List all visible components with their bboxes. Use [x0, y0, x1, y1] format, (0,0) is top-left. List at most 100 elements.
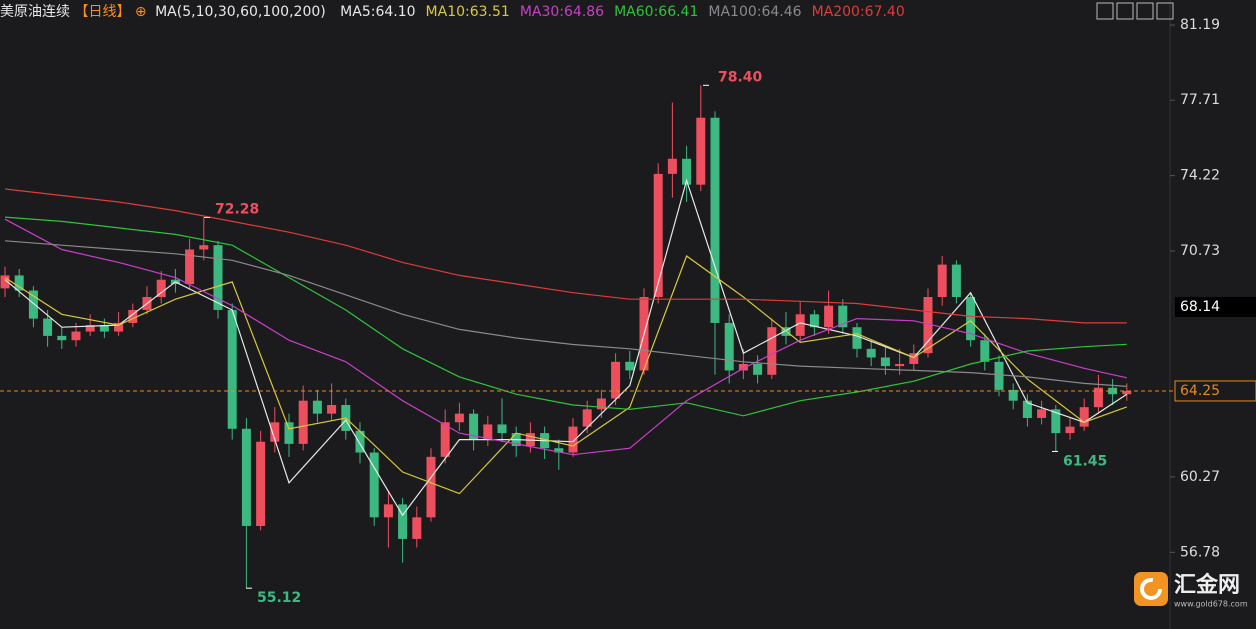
candle-body [1108, 387, 1118, 395]
y-tick-label: 77.71 [1180, 92, 1220, 108]
ma-line [4, 188, 1127, 324]
candle-body [696, 117, 706, 185]
candle-body [28, 290, 38, 319]
candle-body [469, 413, 479, 440]
candle-body [71, 331, 81, 341]
candle-body [327, 405, 337, 414]
period: 【日线】 [74, 4, 130, 20]
candle-body [1093, 387, 1103, 408]
extreme-label: 72.28 [215, 202, 259, 218]
candle-body [1079, 407, 1089, 427]
candle-body [426, 456, 436, 518]
candle-body [369, 452, 379, 518]
candle-body [838, 305, 848, 328]
candle-body [1037, 409, 1047, 418]
last-price-box [1174, 380, 1256, 402]
y-tick-label: 60.27 [1180, 469, 1220, 485]
candle-body [128, 309, 138, 323]
candle-body [596, 398, 606, 410]
logo-name: 汇金网 [1174, 572, 1240, 598]
candle-body [227, 309, 237, 429]
candle-body [312, 400, 322, 414]
candle-body [895, 363, 905, 367]
candle-body [994, 361, 1004, 390]
marker-price-label: 68.14 [1180, 299, 1220, 315]
candle-body [738, 363, 748, 371]
y-tick-label: 74.22 [1180, 168, 1220, 184]
legend-entry: MA5:64.10 [340, 4, 415, 20]
candle-body [199, 245, 209, 250]
extreme-label: 61.45 [1063, 453, 1107, 469]
ma-line [4, 240, 1127, 387]
candle-body [653, 173, 663, 298]
candle-body [937, 264, 947, 298]
candle-body [0, 275, 10, 289]
candle-body [966, 297, 976, 341]
candle-body [241, 428, 251, 526]
marker-price-box [1175, 296, 1256, 317]
candle-body [880, 357, 890, 367]
candle-body [412, 517, 422, 539]
candle-body [284, 422, 294, 444]
candle-body [923, 297, 933, 354]
candle-body [866, 348, 876, 358]
y-tick-label: 70.73 [1180, 243, 1220, 259]
header: 美原油连续 【日线】 ⊕ MA(5,10,30,60,100,200) MA5:… [0, 3, 905, 20]
last-price-label: 64.25 [1180, 383, 1220, 399]
candle-body [355, 430, 365, 453]
tool-button[interactable] [1096, 2, 1114, 20]
indicator: MA(5,10,30,60,100,200) [155, 4, 326, 20]
ma-line [4, 218, 1127, 456]
extreme-label: 78.40 [718, 69, 763, 85]
tool-button[interactable] [1116, 2, 1134, 20]
candle-body [483, 424, 493, 440]
tool-button[interactable] [1156, 2, 1174, 20]
candle-body [256, 441, 266, 526]
logo-url: www.gold678.com [1174, 600, 1248, 609]
candle-body [767, 327, 777, 375]
settings-icon[interactable]: ⊕ [135, 4, 147, 20]
tool-button[interactable] [1136, 2, 1154, 20]
candle-body [1008, 389, 1018, 401]
candle-body [14, 275, 24, 291]
candle-body [980, 340, 990, 362]
candle-body [156, 279, 166, 298]
candle-body [398, 504, 408, 539]
legend-entry: MA30:64.86 [520, 4, 604, 20]
candle-body [753, 363, 763, 375]
toolbar [1096, 2, 1174, 20]
candle-body [185, 249, 195, 285]
candle-body [568, 426, 578, 453]
candle-body [724, 322, 734, 371]
candle-body [213, 245, 223, 310]
candle-body [440, 422, 450, 457]
candle-body [667, 158, 677, 174]
y-tick-label: 81.19 [1180, 17, 1220, 33]
candle-body [682, 158, 692, 185]
candle-body [809, 314, 819, 328]
candle-body [1065, 426, 1075, 434]
candle-body [270, 422, 280, 442]
candle-body [57, 335, 67, 341]
candle-body [554, 448, 564, 453]
legend-entry: MA60:66.41 [614, 4, 698, 20]
ma-line [4, 216, 1127, 417]
candle-body [611, 361, 621, 399]
candle-body [582, 409, 592, 427]
candle-body [85, 325, 95, 332]
candle-body [497, 424, 507, 434]
candle-body [1022, 400, 1032, 418]
extreme-label: 55.12 [257, 590, 301, 606]
candle-body [99, 325, 109, 332]
ma-line [4, 255, 1128, 495]
legend-entry: MA100:64.46 [708, 4, 801, 20]
candle-body [454, 413, 464, 423]
logo-icon [1134, 572, 1168, 606]
candle-body [795, 314, 805, 336]
candle-body [1051, 409, 1061, 434]
candle-body [710, 117, 720, 323]
candle-body [114, 322, 124, 332]
candle-body [383, 504, 393, 518]
